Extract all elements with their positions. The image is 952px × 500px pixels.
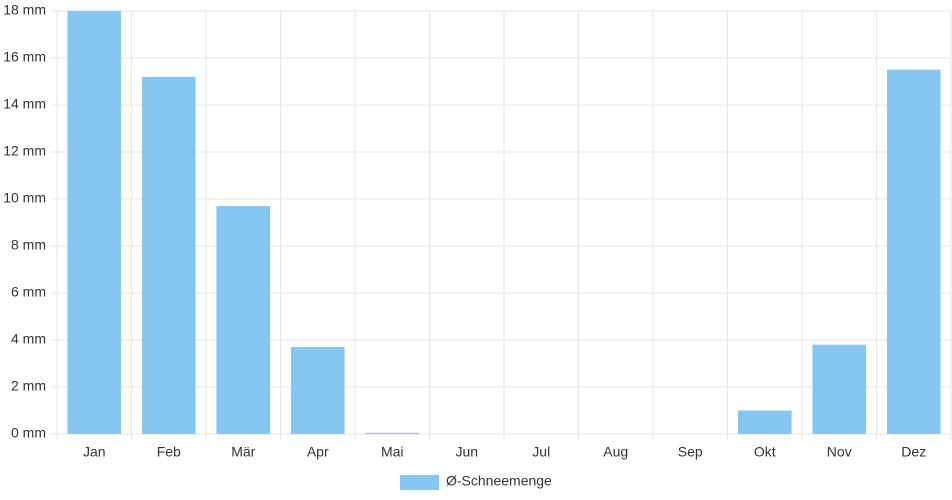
bar: [812, 344, 867, 434]
legend-label: Ø-Schneemenge: [446, 473, 552, 489]
x-tick-label: Apr: [307, 444, 329, 460]
bar: [290, 347, 345, 434]
x-tick-label: Feb: [157, 444, 181, 460]
bar: [141, 76, 196, 435]
y-tick-label: 0 mm: [11, 425, 46, 441]
x-tick-label: Jan: [83, 444, 106, 460]
x-tick-label: Jun: [455, 444, 478, 460]
y-tick-label: 14 mm: [3, 96, 46, 112]
x-tick-label: Mai: [381, 444, 404, 460]
bar: [365, 432, 420, 434]
legend-swatch: [400, 475, 439, 490]
x-tick-label: Nov: [827, 444, 852, 460]
y-tick-label: 2 mm: [11, 378, 46, 394]
x-tick-label: Okt: [754, 444, 776, 460]
x-tick-label: Dez: [901, 444, 926, 460]
y-tick-label: 4 mm: [11, 331, 46, 347]
x-tick-label: Aug: [603, 444, 628, 460]
x-tick-label: Mär: [231, 444, 255, 460]
bar: [886, 69, 941, 434]
y-tick-label: 6 mm: [11, 284, 46, 300]
y-tick-label: 8 mm: [11, 237, 46, 253]
y-tick-label: 12 mm: [3, 143, 46, 159]
bar: [737, 410, 792, 434]
y-tick-label: 16 mm: [3, 49, 46, 65]
bar: [67, 11, 122, 434]
x-tick-label: Sep: [678, 444, 703, 460]
y-tick-label: 10 mm: [3, 190, 46, 206]
bar: [216, 206, 271, 434]
x-tick-label: Jul: [532, 444, 550, 460]
y-tick-label: 18 mm: [3, 2, 46, 18]
